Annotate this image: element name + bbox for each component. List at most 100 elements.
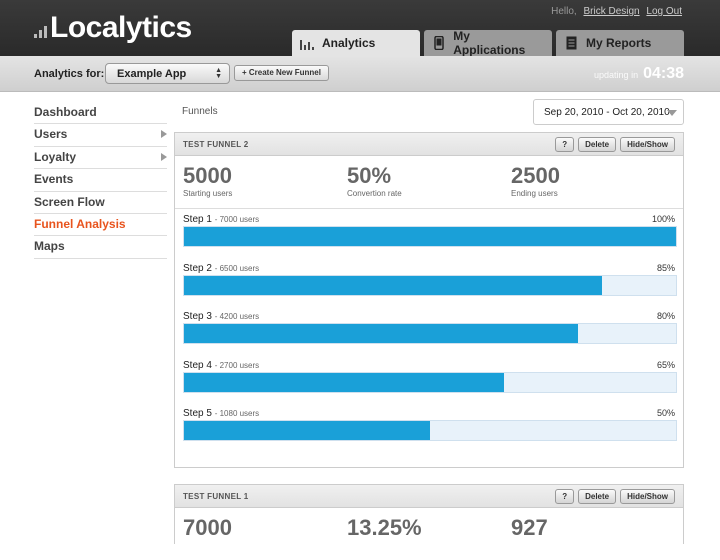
step-bar-fill: [184, 227, 676, 246]
step-bar-fill: [184, 324, 578, 343]
step-bar-fill: [184, 372, 504, 392]
tab-analytics[interactable]: Analytics: [292, 30, 420, 56]
logo-bars-icon: [34, 26, 47, 38]
stat-value: 7000: [183, 515, 232, 540]
document-icon: [564, 36, 578, 50]
sidebar-nav: Dashboard Users Loyalty Events Screen Fl…: [34, 102, 167, 259]
user-links: Hello, Brick Design Log Out: [551, 6, 682, 17]
analytics-for-label: Analytics for:: [34, 68, 105, 80]
step-bar-track: [183, 371, 677, 393]
app-select-value: Example App: [117, 68, 187, 80]
step-label: Step 2 - 6500 users: [183, 263, 259, 274]
step-label: Step 3 - 4200 users: [183, 311, 259, 322]
top-bar: Localytics Hello, Brick Design Log Out A…: [0, 0, 720, 57]
funnel-stats: 5000 Starting users 50% Convertion rate …: [175, 156, 683, 208]
sidebar-item-users[interactable]: Users: [34, 124, 167, 147]
sidebar-item-screen-flow[interactable]: Screen Flow: [34, 192, 167, 214]
step-users: - 7000 users: [214, 215, 260, 224]
update-countdown: updating in 04:38: [594, 65, 684, 83]
step-percent: 50%: [656, 408, 675, 418]
sidebar-item-loyalty[interactable]: Loyalty: [34, 147, 167, 170]
step-name: Step 5: [183, 408, 212, 419]
step-users: - 6500 users: [214, 263, 260, 273]
delete-button[interactable]: Delete: [578, 489, 617, 504]
step-percent: 65%: [656, 359, 675, 370]
chevron-right-icon: [161, 152, 167, 161]
hide-show-button[interactable]: Hide/Show: [620, 137, 675, 152]
stat-label: Starting users: [183, 189, 233, 198]
funnel-panel-header: TEST FUNNEL 2 ? Delete Hide/Show: [175, 133, 683, 156]
step-name: Step 1: [183, 214, 212, 225]
sidebar-item-dashboard[interactable]: Dashboard: [34, 102, 167, 125]
main-tabs: Analytics My Applications My Reports: [292, 29, 684, 57]
funnel-title: TEST FUNNEL 2: [183, 140, 249, 149]
greeting: Hello,: [551, 6, 577, 17]
step-percent: 80%: [656, 311, 675, 321]
bar-chart-icon: [300, 36, 314, 50]
sidebar-item-label: Users: [34, 127, 68, 142]
sidebar-item-maps[interactable]: Maps: [34, 236, 167, 259]
step-bar-track: [183, 323, 677, 344]
step-bar-track: [183, 274, 677, 296]
sidebar-item-events[interactable]: Events: [34, 169, 167, 192]
app-select[interactable]: Example App ▲ ▼: [105, 63, 230, 84]
sidebar-item-funnel-analysis[interactable]: Funnel Analysis: [34, 214, 167, 237]
funnel-step: Step 3 - 4200 users 80%: [183, 306, 677, 355]
tab-my-applications[interactable]: My Applications: [424, 29, 552, 57]
stat-label: Ending users: [511, 189, 558, 198]
chevron-right-icon: [161, 130, 167, 139]
step-users: - 2700 users: [214, 360, 260, 370]
step-percent: 85%: [656, 262, 675, 273]
step-users: - 1080 users: [214, 409, 260, 418]
sidebar-item-label: Dashboard: [34, 105, 97, 119]
stat-ending-users: 927: [511, 516, 548, 540]
stat-conversion-rate: 13.25%: [347, 516, 422, 540]
funnel-step: Step 4 - 2700 users 65%: [183, 355, 677, 404]
funnel-step: Step 1 - 7000 users 100%: [183, 209, 677, 258]
help-button[interactable]: ?: [555, 137, 575, 152]
step-name: Step 4: [183, 359, 212, 371]
tab-label: My Reports: [586, 36, 652, 50]
step-label: Step 4 - 2700 users: [183, 360, 259, 371]
sidebar-item-label: Screen Flow: [34, 194, 105, 209]
stat-value: 13.25%: [347, 515, 422, 540]
tab-label: My Applications: [453, 29, 526, 57]
funnel-panel: TEST FUNNEL 1 ? Delete Hide/Show 7000 13…: [174, 484, 684, 544]
step-users: - 4200 users: [214, 312, 260, 321]
localytics-logo[interactable]: Localytics: [34, 12, 192, 44]
updating-time: 04:38: [643, 65, 684, 82]
step-bar-fill: [184, 421, 430, 440]
user-name-link[interactable]: Brick Design: [583, 6, 640, 17]
sidebar-item-label: Events: [34, 172, 74, 187]
hide-show-button[interactable]: Hide/Show: [620, 489, 675, 504]
phone-icon: [432, 36, 445, 50]
stat-starting-users: 7000: [183, 516, 232, 540]
funnel-steps: Step 1 - 7000 users 100% Step 2 - 6500 u…: [175, 208, 683, 452]
help-button[interactable]: ?: [555, 489, 575, 504]
funnel-title: TEST FUNNEL 1: [183, 492, 249, 501]
logout-link[interactable]: Log Out: [646, 6, 682, 17]
tab-my-reports[interactable]: My Reports: [556, 30, 684, 56]
funnel-panel-header: TEST FUNNEL 1 ? Delete Hide/Show: [175, 485, 683, 508]
create-new-funnel-button[interactable]: + Create New Funnel: [234, 65, 329, 81]
funnel-step: Step 5 - 1080 users 50%: [183, 403, 677, 452]
sidebar-item-label: Maps: [34, 239, 65, 254]
stat-value: 927: [511, 515, 548, 540]
sidebar-item-label: Funnel Analysis: [34, 216, 126, 231]
stat-ending-users: 2500 Ending users: [511, 163, 560, 199]
step-label: Step 1 - 7000 users: [183, 214, 259, 225]
date-range-picker[interactable]: Sep 20, 2010 - Oct 20, 2010: [533, 99, 684, 125]
step-bar-track: [183, 420, 677, 441]
date-range-value: Sep 20, 2010 - Oct 20, 2010: [544, 107, 670, 118]
stat-label: Convertion rate: [347, 189, 402, 198]
tab-label: Analytics: [322, 36, 376, 50]
updating-label: updating in: [594, 70, 639, 80]
step-name: Step 3: [183, 311, 212, 322]
delete-button[interactable]: Delete: [578, 137, 617, 152]
stat-starting-users: 5000 Starting users: [183, 163, 233, 199]
step-bar-fill: [184, 275, 603, 295]
stat-value: 5000: [183, 163, 232, 188]
app-toolbar: Analytics for: Example App ▲ ▼ + Create N…: [0, 56, 720, 92]
select-arrows-icon: ▲ ▼: [215, 67, 222, 80]
stat-value: 2500: [511, 163, 560, 188]
